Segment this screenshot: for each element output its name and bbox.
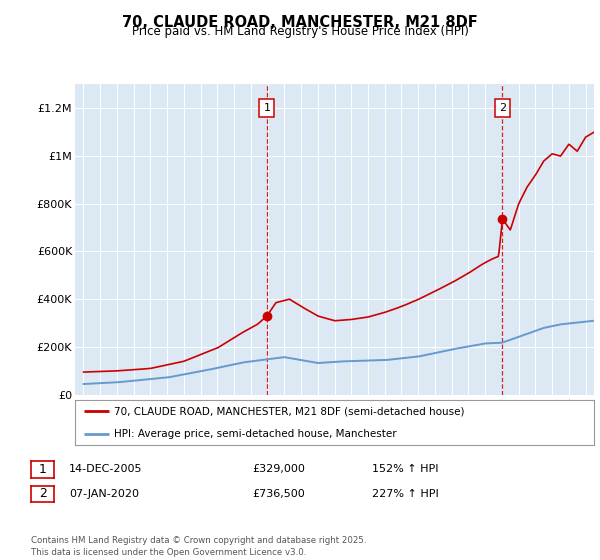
Text: Contains HM Land Registry data © Crown copyright and database right 2025.
This d: Contains HM Land Registry data © Crown c…	[31, 536, 367, 557]
Text: 14-DEC-2005: 14-DEC-2005	[69, 464, 143, 474]
Text: HPI: Average price, semi-detached house, Manchester: HPI: Average price, semi-detached house,…	[114, 428, 397, 438]
Text: 1: 1	[38, 463, 47, 476]
Text: 07-JAN-2020: 07-JAN-2020	[69, 489, 139, 499]
Text: 2: 2	[499, 103, 506, 113]
Text: 70, CLAUDE ROAD, MANCHESTER, M21 8DF (semi-detached house): 70, CLAUDE ROAD, MANCHESTER, M21 8DF (se…	[114, 406, 464, 416]
Text: £329,000: £329,000	[252, 464, 305, 474]
Text: 2: 2	[38, 487, 47, 501]
Text: 227% ↑ HPI: 227% ↑ HPI	[372, 489, 439, 499]
Text: 70, CLAUDE ROAD, MANCHESTER, M21 8DF: 70, CLAUDE ROAD, MANCHESTER, M21 8DF	[122, 15, 478, 30]
Text: £736,500: £736,500	[252, 489, 305, 499]
Text: 1: 1	[263, 103, 271, 113]
Text: Price paid vs. HM Land Registry's House Price Index (HPI): Price paid vs. HM Land Registry's House …	[131, 25, 469, 38]
Text: 152% ↑ HPI: 152% ↑ HPI	[372, 464, 439, 474]
